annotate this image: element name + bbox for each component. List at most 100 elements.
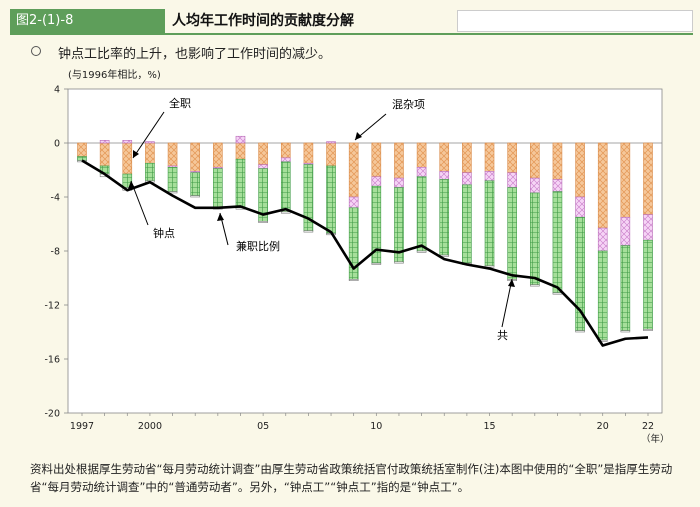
bar-parttime <box>529 192 540 286</box>
bar-parttime <box>643 239 653 330</box>
bar-fulltime <box>371 142 382 178</box>
bar-parttime <box>190 172 200 196</box>
total-line-layer <box>81 159 649 347</box>
bar-mixed <box>394 177 404 188</box>
y-unit-label: (与1996年相比，%) <box>68 68 161 81</box>
bar-mixed <box>597 227 608 252</box>
x-tick-label: 05 <box>257 421 269 432</box>
bar-ratio <box>371 262 382 265</box>
bar-mixed <box>122 140 133 144</box>
bar-mixed <box>416 167 427 178</box>
arrowhead-icon <box>128 181 135 189</box>
bar-ratio <box>280 211 291 214</box>
bar-fulltime <box>235 142 246 160</box>
footnote: 资料出处根据厚生劳动省“每月劳动统计调查”由厚生劳动省政策统括官付政策统括室制作… <box>30 462 673 494</box>
annotation-mixed-label: 混杂项 <box>392 98 425 111</box>
annotation-fulltime-label: 全职 <box>169 96 191 110</box>
bar-fulltime <box>620 142 631 218</box>
bar-mixed <box>439 171 450 180</box>
bar-ratio <box>643 328 653 331</box>
bar-parttime <box>597 250 608 341</box>
bar-mixed <box>235 135 246 144</box>
annotation-total-arrow <box>501 278 513 328</box>
arrowhead-icon <box>217 213 224 221</box>
bar-parttime <box>416 176 427 252</box>
bar-mixed <box>529 177 540 194</box>
bar-parttime <box>507 187 517 280</box>
bar-mixed <box>258 164 268 169</box>
bar-fulltime <box>643 142 653 215</box>
bar-ratio <box>552 292 563 295</box>
bar-ratio <box>303 230 314 233</box>
bar-fulltime <box>213 142 223 168</box>
bar-parttime <box>280 161 291 213</box>
bars-layer <box>77 135 653 342</box>
x-tick-label: 1997 <box>70 421 94 432</box>
x-tick-label: 2000 <box>138 421 162 432</box>
y-tick-label: -4 <box>51 193 60 204</box>
bar-ratio <box>529 284 540 287</box>
bar-parttime <box>213 168 223 209</box>
bar-fulltime <box>597 142 608 229</box>
x-tick-label: 20 <box>597 421 609 432</box>
annotation-total-label: 共 <box>497 329 508 342</box>
bar-mixed <box>552 179 563 192</box>
bar-mixed <box>643 214 653 241</box>
bar-ratio <box>190 195 200 198</box>
bar-mixed <box>575 196 585 218</box>
x-axis: 1997 2000 05 10 15 20 22 <box>70 413 654 432</box>
bar-fulltime <box>145 142 155 164</box>
bar-parttime <box>326 165 336 234</box>
header-divider <box>10 33 693 35</box>
bar-fulltime <box>280 142 291 159</box>
bar-fulltime <box>575 142 585 198</box>
figure-header: 图2-(1)-8 人均年工作时间的贡献度分解 <box>10 9 693 35</box>
y-tick-label: -12 <box>44 301 60 312</box>
annotation-parttime-arrow <box>130 180 149 226</box>
bar-ratio <box>620 330 631 333</box>
lead-text: 钟点工比率的上升，也影响了工作时间的减少。 <box>58 47 332 62</box>
figure-id: 图2-(1)-8 <box>10 9 165 33</box>
x-unit-label: （年） <box>641 433 670 445</box>
bar-ratio <box>575 330 585 333</box>
bar-fulltime <box>77 142 87 157</box>
annotation-ratio-label: 兼职比例 <box>236 239 280 253</box>
bar-fulltime <box>462 142 472 174</box>
bar-fulltime <box>190 142 200 172</box>
y-tick-label: 4 <box>54 85 60 96</box>
bar-fulltime <box>552 142 563 180</box>
bar-mixed <box>620 216 631 246</box>
bar-fulltime <box>303 142 314 164</box>
bar-fulltime <box>529 142 540 179</box>
bar-mixed <box>280 157 291 163</box>
annotation-fulltime-arrow <box>132 111 165 159</box>
bar-parttime <box>439 179 450 256</box>
bar-parttime <box>484 180 495 267</box>
bar-fulltime <box>99 142 110 167</box>
bar-mixed <box>99 140 110 144</box>
bar-mixed <box>145 141 155 144</box>
y-tick-label: 0 <box>54 139 60 150</box>
bar-mixed <box>371 176 382 187</box>
arrowhead-icon <box>355 132 362 140</box>
y-tick-label: -16 <box>44 355 60 366</box>
bar-parttime <box>235 158 246 209</box>
bar-mixed <box>484 171 495 182</box>
bar-parttime <box>620 245 631 331</box>
bar-fulltime <box>507 142 517 174</box>
bar-parttime <box>167 167 178 192</box>
x-tick-label: 10 <box>370 421 382 432</box>
total-line <box>81 159 649 347</box>
bar-mixed <box>507 172 517 188</box>
bar-parttime <box>552 191 563 294</box>
bar-parttime <box>462 184 472 264</box>
bar-parttime <box>77 156 87 161</box>
bar-parttime <box>145 162 155 182</box>
x-tick-label: 22 <box>642 421 654 432</box>
bar-fulltime <box>167 142 178 167</box>
chart: (与1996年相比，%) 40-4-8-12-16-20 1997 2000 05 1… <box>44 68 670 445</box>
arrowhead-icon <box>508 279 515 287</box>
arrowhead-icon <box>133 150 139 158</box>
bar-fulltime <box>348 142 359 198</box>
bar-mixed <box>462 172 472 186</box>
